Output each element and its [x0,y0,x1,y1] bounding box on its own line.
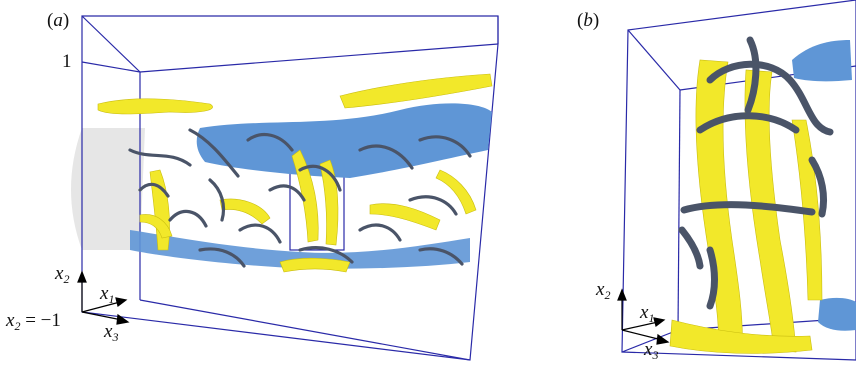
wall-position-label: x2 = −1 [6,310,61,333]
axis-top-value: 1 [62,51,72,72]
low-speed-streak-upper [196,103,492,178]
panel-a: (a) 1 x2 x1 x3 x2 = −1 [6,10,499,361]
panel-a-tag: (a) [47,10,70,31]
domain-box [81,15,499,361]
axis-triad-b [617,288,670,345]
low-speed-patch-bottom [818,297,856,331]
axis-triad-a [77,270,130,325]
axis-label-x1: x1 [100,283,115,306]
panel-a-render [71,15,499,361]
vortex-dark [128,128,472,268]
vortex-tubes [678,36,834,310]
panel-b-render [617,0,856,361]
axis-label-x3: x3 [104,321,119,344]
vortex-yellow [97,73,493,273]
low-speed-streak-lower [130,230,470,269]
axis-label-x1-b: x1 [640,302,655,325]
panel-b-tag: (b) [577,10,600,31]
axis-label-x2: x2 [55,263,70,286]
panel-b: (b) x2 x1 x3 [560,0,856,365]
low-speed-patch [792,40,852,82]
wall-surface [71,128,145,250]
axis-label-x3-b: x3 [644,339,659,362]
axis-label-x2-b: x2 [596,279,611,302]
